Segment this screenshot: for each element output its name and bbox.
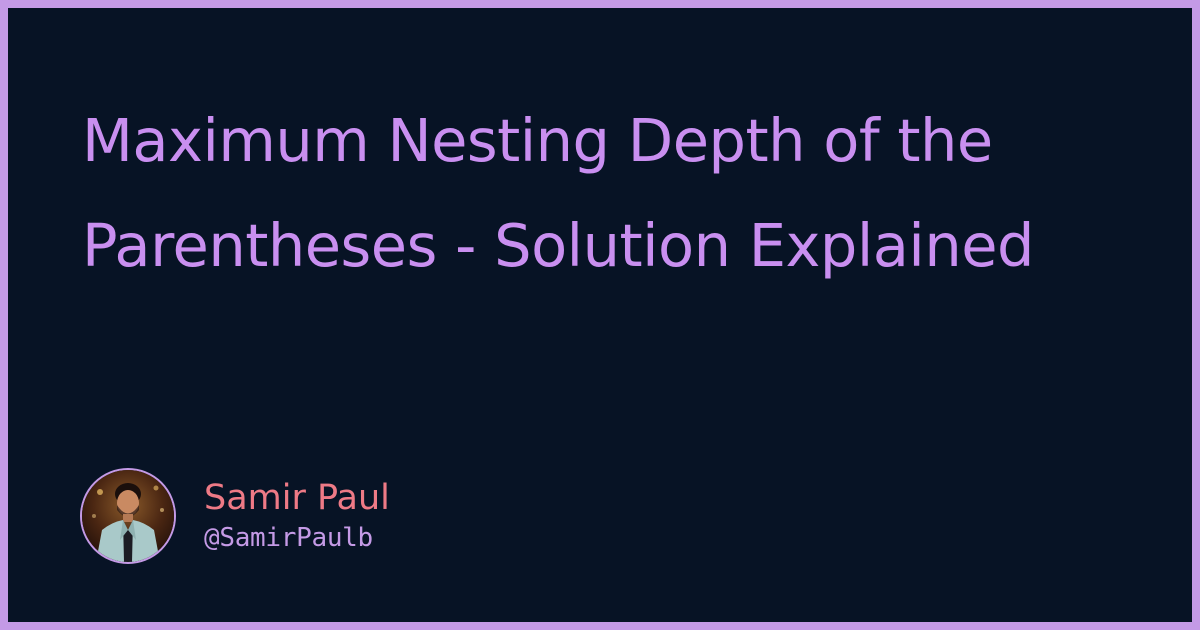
author-handle: @SamirPaulb xyxy=(204,523,373,553)
author-name: Samir Paul xyxy=(204,478,390,518)
author-info: Samir Paul @SamirPaulb xyxy=(204,477,390,555)
post-title: Maximum Nesting Depth of the Parentheses… xyxy=(82,106,1034,280)
avatar-photo-icon xyxy=(82,470,174,562)
author-block: Samir Paul @SamirPaulb xyxy=(80,466,390,566)
author-avatar xyxy=(80,468,176,564)
